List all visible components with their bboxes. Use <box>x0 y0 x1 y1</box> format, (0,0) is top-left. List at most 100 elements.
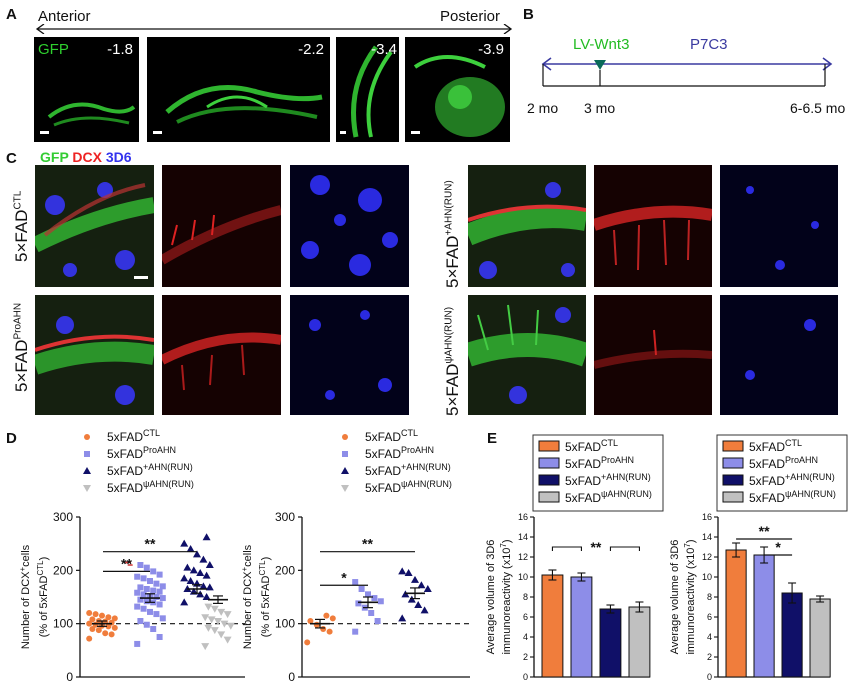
y-tick-label: 2 <box>523 652 528 662</box>
bar <box>781 592 803 678</box>
proahn-point <box>143 598 150 605</box>
anterior-label: Anterior <box>38 8 91 25</box>
y-tick-label: 16 <box>518 512 528 522</box>
stain-legend: GFP DCX 3D6 <box>40 149 132 165</box>
psi-ahn-point <box>220 620 229 628</box>
y-tick-label: 6 <box>523 612 528 622</box>
panel-d-legend: 5xFADCTL5xFADProAHN5xFAD+AHN(RUN)5xFADψA… <box>83 428 452 495</box>
y-tick-label: 14 <box>518 532 528 542</box>
y-axis-label-line1: Average volume of 3D6 <box>669 540 681 655</box>
legend-item: 5xFAD+AHN(RUN) <box>565 472 651 488</box>
y-axis-label-line2: immunoreactivity (x107) <box>499 539 513 654</box>
plus-ahn-point <box>417 581 426 589</box>
ctl-point <box>111 624 118 631</box>
plus-ahn-point <box>423 585 432 592</box>
group-bracket <box>609 546 640 551</box>
significance-label: ** <box>759 523 770 539</box>
proahn-point <box>156 571 163 578</box>
psi-ahn-point <box>217 631 226 639</box>
plus-ahn-point <box>196 569 205 576</box>
proahn-point <box>365 591 371 598</box>
plus-ahn-point <box>186 577 195 584</box>
ctl-point <box>105 614 112 621</box>
gfp-label: GFP <box>38 41 69 58</box>
proahn-point <box>137 562 144 568</box>
scale-bar <box>134 276 148 279</box>
psi-ahn-point <box>210 605 219 613</box>
panel-a-label: A <box>6 6 17 23</box>
bar-legend: 5xFADCTL5xFADProAHN5xFAD+AHN(RUN)5xFADψA… <box>716 434 848 512</box>
psi-dcx-image <box>594 295 712 415</box>
plus-ahn-point <box>202 593 211 600</box>
legend-swatch <box>722 440 744 452</box>
y-tick-label: 8 <box>523 592 528 602</box>
plus-ahn-point <box>404 569 413 576</box>
y-tick-label: 8 <box>707 592 712 602</box>
significance-label: * <box>775 539 781 555</box>
legend-item: 5xFADProAHN <box>107 445 176 461</box>
ctl-point <box>320 626 327 632</box>
y-axis-label: Average volume of 3D6 immunoreactivity (x… <box>669 539 697 654</box>
ctl-dcx-image <box>162 165 281 287</box>
bar <box>599 608 622 678</box>
ctl-point <box>102 630 109 637</box>
plus-3d6-image <box>720 165 838 287</box>
plus-ahn-point <box>180 598 189 606</box>
y-tick-label: 6 <box>707 612 712 622</box>
proahn-point <box>150 626 157 632</box>
y-axis-label-line2: immunoreactivity (x107) <box>683 539 697 654</box>
legend-item: 5xFADCTL <box>107 428 160 444</box>
bar <box>753 554 775 678</box>
bar-legend: 5xFADCTL5xFADProAHN5xFAD+AHN(RUN)5xFADψA… <box>532 434 664 512</box>
ctl-point <box>89 626 96 632</box>
plus-ahn-point <box>199 555 208 563</box>
psi-ahn-point <box>223 636 232 644</box>
plus-ahn-point <box>205 583 214 591</box>
position-3: -3.4 <box>371 41 397 58</box>
ctl-point <box>95 627 102 634</box>
proahn-point <box>140 575 147 582</box>
legend-swatch <box>722 457 744 469</box>
proahn-point <box>352 628 359 635</box>
psi-ahn-point <box>223 611 232 619</box>
legend-swatch <box>538 474 560 486</box>
ctl-point <box>86 610 93 616</box>
stain-dcx: DCX <box>72 149 102 165</box>
y-axis-label-line2: (% of 5xFADCTL) <box>258 557 272 638</box>
significance-label: ** <box>362 536 373 552</box>
y-axis-label: Average volume of 3D6 immunoreactivity (x… <box>485 539 513 654</box>
ctl-point <box>342 434 348 440</box>
ctl-point <box>326 628 333 635</box>
legend-swatch <box>538 457 560 469</box>
psi-ahn-point <box>226 622 235 630</box>
panel-d-label: D <box>6 430 17 447</box>
legend-item: 5xFAD+AHN(RUN) <box>749 472 835 488</box>
proahn-point <box>342 451 348 457</box>
proahn-point <box>150 587 157 594</box>
proahn-point <box>159 595 166 602</box>
y-tick-label: 300 <box>53 510 73 524</box>
ctl-point <box>89 616 96 623</box>
y-tick-label: 100 <box>275 617 295 631</box>
y-tick-label: 300 <box>275 510 295 524</box>
plus-ahn-point <box>180 574 189 582</box>
plus-ahn-point <box>193 550 201 558</box>
legend-item: 5xFADψAHN(RUN) <box>749 489 836 505</box>
proahn-point <box>147 578 153 584</box>
p7c3-label: P7C3 <box>690 36 728 53</box>
y-axis-label-line1: Number of DCX+cells <box>240 544 254 649</box>
psi-ahn-point <box>341 485 349 492</box>
proahn-point <box>153 580 160 587</box>
y-tick-label: 0 <box>707 672 712 682</box>
time-2mo: 2 mo <box>527 100 559 116</box>
proahn-point <box>355 600 362 607</box>
panel-e-charts: 5xFADCTL5xFADProAHN5xFAD+AHN(RUN)5xFADψA… <box>485 434 848 683</box>
scale-bar <box>340 131 346 134</box>
pro-merge-image <box>35 295 154 415</box>
proahn-point <box>134 640 141 647</box>
ctl-point <box>111 615 118 622</box>
ctl-point <box>304 639 311 646</box>
row-label-pro: 5×FADProAHN <box>12 302 31 392</box>
